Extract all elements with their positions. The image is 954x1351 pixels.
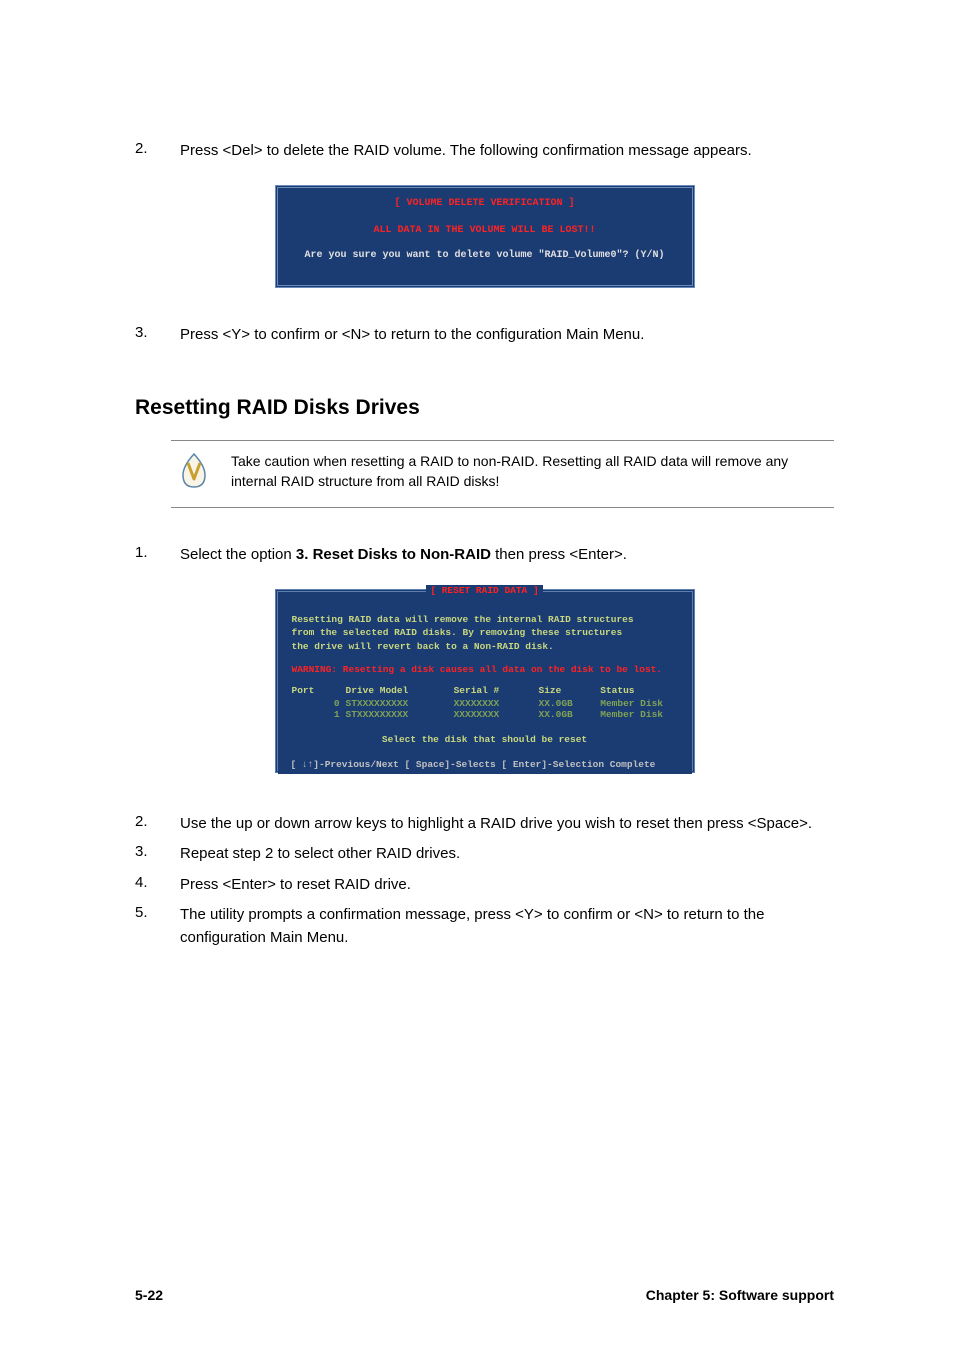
step-3: 3. Press <Y> to confirm or <N> to return… — [135, 324, 834, 347]
caution-icon — [177, 451, 231, 495]
dialog2-text-1: Resetting RAID data will remove the inte… — [292, 613, 678, 627]
page-number: 5-22 — [135, 1287, 163, 1303]
step-3-number: 3. — [135, 324, 180, 347]
reset-step-3: 3. Repeat step 2 to select other RAID dr… — [135, 843, 834, 866]
chapter-title: Chapter 5: Software support — [646, 1287, 834, 1303]
reset-raid-dialog: [ RESET RAID DATA ] Resetting RAID data … — [275, 589, 695, 773]
reset-step-list: 2. Use the up or down arrow keys to high… — [135, 813, 834, 950]
step-2-number: 2. — [135, 140, 180, 163]
col-serial: Serial # — [454, 685, 539, 698]
reset-step-1-bold: 3. Reset Disks to Non-RAID — [296, 546, 491, 563]
col-port: Port — [292, 685, 346, 698]
volume-delete-dialog: [ VOLUME DELETE VERIFICATION ] ALL DATA … — [275, 185, 695, 288]
reset-step-1-post: then press <Enter>. — [491, 546, 627, 563]
table-row: 0 STXXXXXXXXX XXXXXXXX XX.0GB Member Dis… — [292, 698, 678, 709]
dialog1-question: Are you sure you want to delete volume "… — [278, 250, 692, 261]
dialog1-title: [ VOLUME DELETE VERIFICATION ] — [390, 198, 578, 209]
caution-text: Take caution when resetting a RAID to no… — [231, 451, 834, 492]
reset-step-2: 2. Use the up or down arrow keys to high… — [135, 813, 834, 836]
reset-step-4: 4. Press <Enter> to reset RAID drive. — [135, 874, 834, 897]
reset-step-1: 1. Select the option 3. Reset Disks to N… — [135, 544, 834, 567]
dialog2-title: [ RESET RAID DATA ] — [426, 585, 542, 596]
dialog2-text-2: from the selected RAID disks. By removin… — [292, 626, 678, 640]
dialog2-footer: [ ↓↑]-Previous/Next [ Space]-Selects [ E… — [278, 759, 692, 774]
dialog2-warning: WARNING: Resetting a disk causes all dat… — [292, 664, 678, 675]
table-header-row: Port Drive Model Serial # Size Status — [292, 685, 678, 698]
step-2: 2. Press <Del> to delete the RAID volume… — [135, 140, 834, 163]
reset-step-5: 5. The utility prompts a confirmation me… — [135, 904, 834, 949]
caution-note: Take caution when resetting a RAID to no… — [171, 440, 834, 508]
reset-step-1-text: Select the option 3. Reset Disks to Non-… — [180, 544, 834, 567]
section-heading: Resetting RAID Disks Drives — [135, 396, 834, 420]
page-footer: 5-22 Chapter 5: Software support — [135, 1287, 834, 1303]
dialog1-warning: ALL DATA IN THE VOLUME WILL BE LOST!! — [278, 225, 692, 236]
reset-step-1-pre: Select the option — [180, 546, 296, 563]
dialog2-disk-table: Port Drive Model Serial # Size Status 0 … — [292, 685, 678, 720]
table-row: 1 STXXXXXXXXX XXXXXXXX XX.0GB Member Dis… — [292, 709, 678, 720]
step-2-text: Press <Del> to delete the RAID volume. T… — [180, 140, 834, 163]
col-status: Status — [600, 685, 677, 698]
reset-step-1-number: 1. — [135, 544, 180, 567]
col-model: Drive Model — [346, 685, 454, 698]
col-size: Size — [539, 685, 601, 698]
step-3-text: Press <Y> to confirm or <N> to return to… — [180, 324, 834, 347]
dialog2-text-3: the drive will revert back to a Non-RAID… — [292, 640, 678, 654]
dialog2-select-line: Select the disk that should be reset — [292, 734, 678, 745]
